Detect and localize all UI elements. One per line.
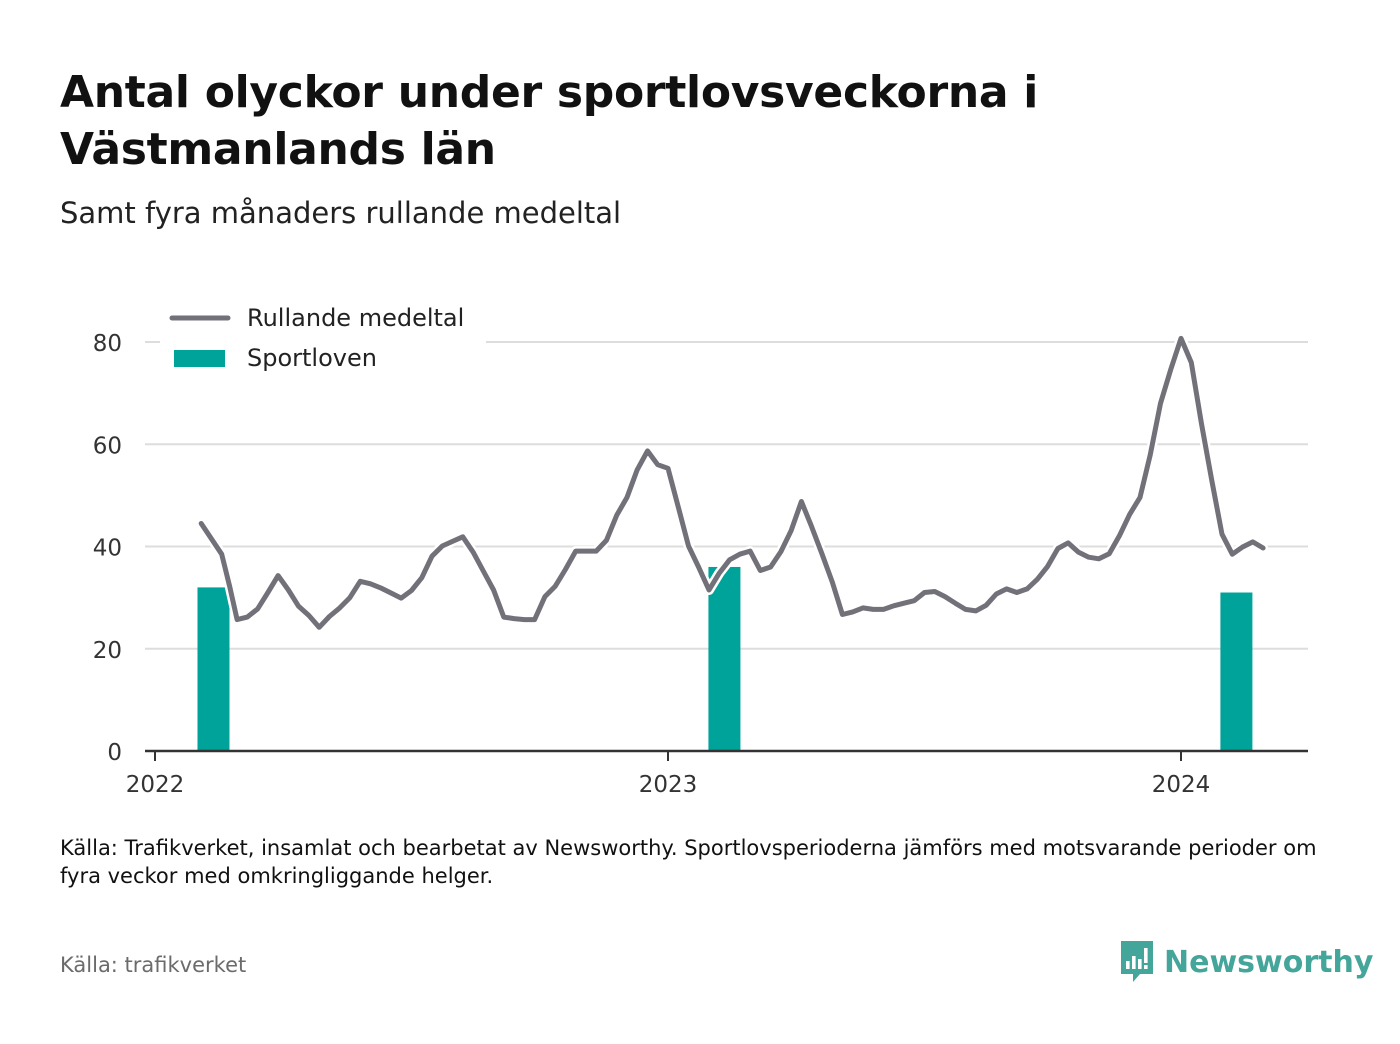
brand-name: Newsworthy [1164,944,1374,980]
source-text: Källa: trafikverket [60,953,247,977]
x-tick-label: 2024 [1152,772,1211,798]
axes: 0 20 40 60 80 2022 2023 2024 [93,331,1308,798]
y-tick-label: 60 [93,433,122,459]
legend-background [160,296,486,382]
bar [1220,592,1253,751]
y-tick-label: 40 [93,536,122,562]
series-line [198,335,1266,630]
newsworthy-logo-icon [1121,941,1153,982]
legend-bar-swatch [174,350,225,367]
y-tick-label: 20 [93,638,122,664]
line-series-rullande-medeltal [196,333,1269,633]
y-tick-label: 80 [93,331,122,357]
legend-label: Sportloven [247,344,377,372]
bar-series-sportloven [197,566,1253,751]
legend-label: Rullande medeltal [247,304,464,332]
brand-logo[interactable]: Newsworthy [1118,938,1373,986]
bar [708,566,741,751]
y-tick-label: 0 [107,740,122,766]
legend: Rullande medeltal Sportloven [160,296,486,382]
chart: 0 20 40 60 80 2022 2023 2024 Rullande medeltal S… [92,296,1308,798]
page-subtitle: Samt fyra månaders rullande medeltal [60,196,622,230]
x-tick-label: 2022 [126,772,185,798]
page-title: Antal olyckor under sportlovsveckorna i … [60,67,1039,175]
x-tick-label: 2023 [639,772,698,798]
footnote: Källa: Trafikverket, insamlat och bearbe… [60,836,1317,888]
bar [197,587,230,751]
